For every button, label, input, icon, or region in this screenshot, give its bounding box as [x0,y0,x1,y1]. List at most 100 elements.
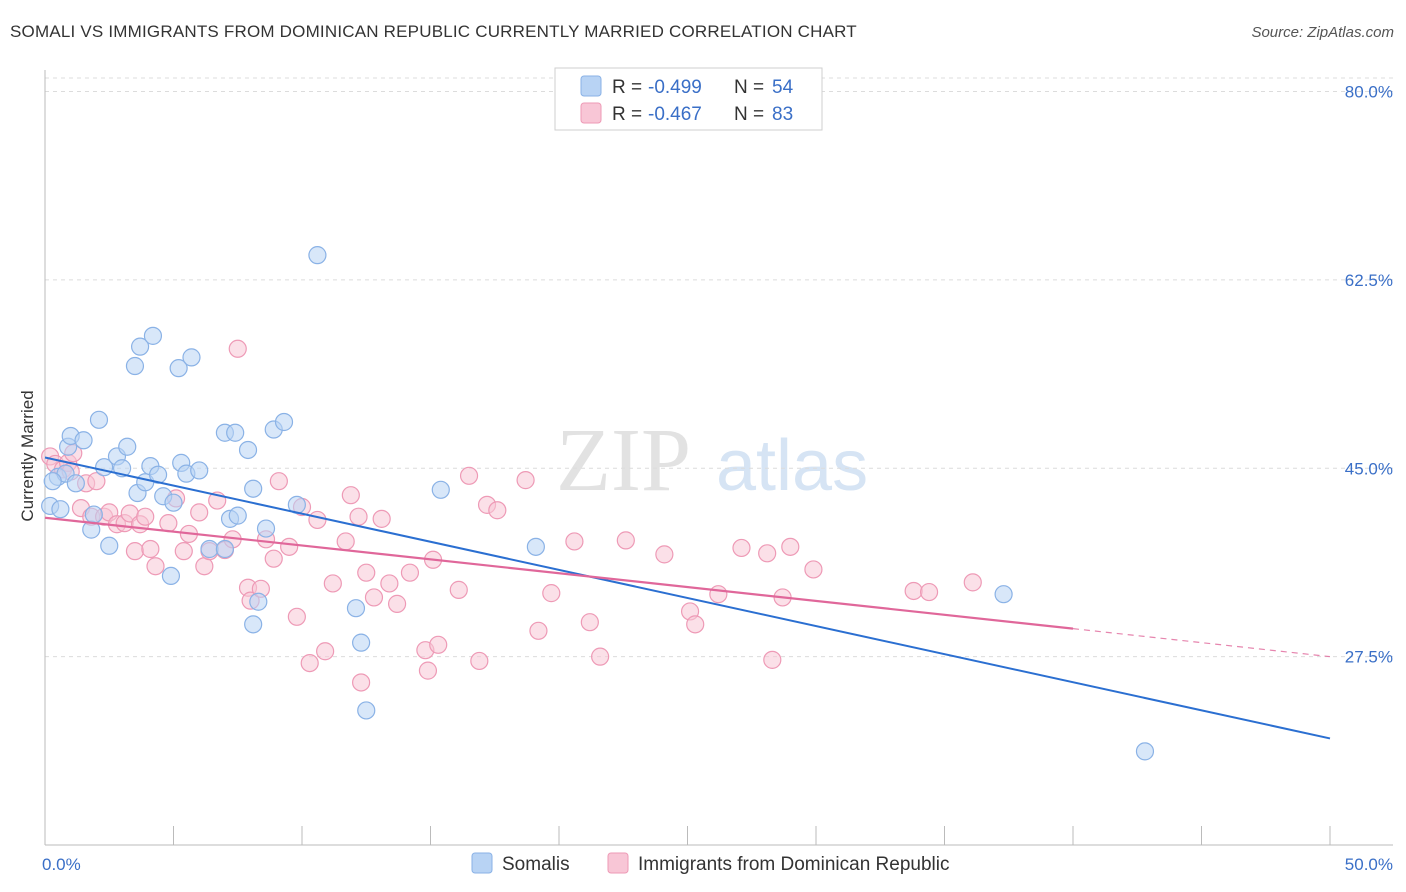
legend-n-value-dominican: 83 [772,104,793,125]
point-somalis [308,246,327,265]
point-dominican [264,549,283,568]
point-dominican [904,581,923,601]
point-somalis [357,701,376,720]
point-dominican [352,673,371,692]
watermark: ZIP atlas [556,411,868,510]
y-axis-title: Currently Married [18,390,37,521]
bottom-legend-swatch-somalis [471,852,493,874]
point-dominican [190,503,209,522]
point-somalis [169,359,188,378]
point-somalis [256,519,276,538]
x-tick-labels: 0.0% 50.0% [42,855,1393,874]
point-somalis [352,633,371,652]
point-dominican [429,635,448,654]
point-dominican [146,557,165,576]
point-dominican [336,532,355,551]
point-somalis [74,431,93,450]
grid-lines [45,77,1393,658]
y-tick-label: 62.5% [1345,271,1393,290]
legend-r-label-somalis: R = [612,77,642,98]
trend-line-dominican [44,516,1074,630]
legend-n-label-somalis: N = [734,77,764,98]
point-dominican [269,472,288,491]
point-somalis [182,348,201,367]
point-dominican [919,582,939,602]
point-somalis [244,479,263,498]
point-somalis [125,356,145,376]
point-somalis [84,505,103,524]
point-dominican [387,594,407,613]
bottom-legend-label-dominican: Immigrants from Dominican Republic [638,854,950,875]
point-dominican [418,661,438,680]
point-dominican [963,573,982,592]
point-dominican [372,509,391,528]
series-legend: Somalis Immigrants from Dominican Republ… [471,852,950,875]
point-somalis [100,536,119,555]
point-dominican [400,563,420,582]
point-somalis [249,592,268,611]
legend-r-value-somalis: -0.499 [648,77,702,98]
point-somalis [215,539,234,559]
point-dominican [228,339,247,358]
point-somalis [164,493,183,512]
legend-n-label-dominican: N = [734,104,764,125]
y-tick-label: 45.0% [1345,459,1393,478]
point-dominican [159,514,178,533]
point-dominican [580,613,599,632]
point-dominican [141,539,160,559]
point-somalis [43,472,62,491]
point-dominican [380,574,399,593]
point-somalis [346,599,366,618]
point-dominican [364,588,384,607]
series-somalis-points [41,246,1155,761]
point-somalis [200,539,219,559]
legend-n-value-somalis: 54 [772,77,794,98]
point-dominican [591,647,610,666]
point-somalis [1135,742,1155,761]
point-dominican [287,607,306,626]
trend-line-somalis [44,456,1331,740]
point-dominican [323,574,342,593]
point-dominican [87,472,106,491]
chart-title: SOMALI VS IMMIGRANTS FROM DOMINICAN REPU… [10,22,857,41]
legend-r-value-dominican: -0.467 [648,104,702,125]
point-somalis [238,440,258,460]
point-somalis [51,500,70,519]
point-dominican [459,466,479,485]
watermark-zip: ZIP [556,411,691,510]
trend-lines [44,456,1331,740]
point-dominican [686,615,705,634]
point-dominican [516,471,535,490]
legend-swatch-dominican [580,102,602,124]
point-dominican [300,653,319,673]
watermark-atlas: atlas [716,426,868,506]
point-somalis [274,412,294,432]
point-somalis [130,337,150,356]
correlation-legend: R = -0.499 N = 54 R = -0.467 N = 83 [554,67,823,131]
point-dominican [732,538,751,558]
source-credit: Source: ZipAtlas.com [1251,24,1394,41]
point-dominican [357,563,376,582]
point-dominican [449,580,468,599]
point-dominican [488,501,507,520]
point-dominican [308,510,327,530]
point-dominican [655,545,674,564]
point-somalis [431,480,450,499]
legend-r-label-dominican: R = [612,104,642,125]
y-tick-label: 80.0% [1345,83,1393,102]
point-dominican [804,560,823,579]
point-dominican [542,584,561,603]
bottom-legend-swatch-dominican [607,852,629,874]
legend-swatch-somalis [580,75,602,97]
point-somalis [228,506,247,525]
point-somalis [244,615,263,634]
point-dominican [781,537,800,556]
point-somalis [66,474,85,493]
series-dominican-points [41,339,982,692]
point-somalis [118,437,137,456]
x-tick-label-min: 0.0% [42,855,81,874]
point-dominican [470,651,489,671]
point-dominican [709,585,728,604]
point-dominican [529,621,548,640]
